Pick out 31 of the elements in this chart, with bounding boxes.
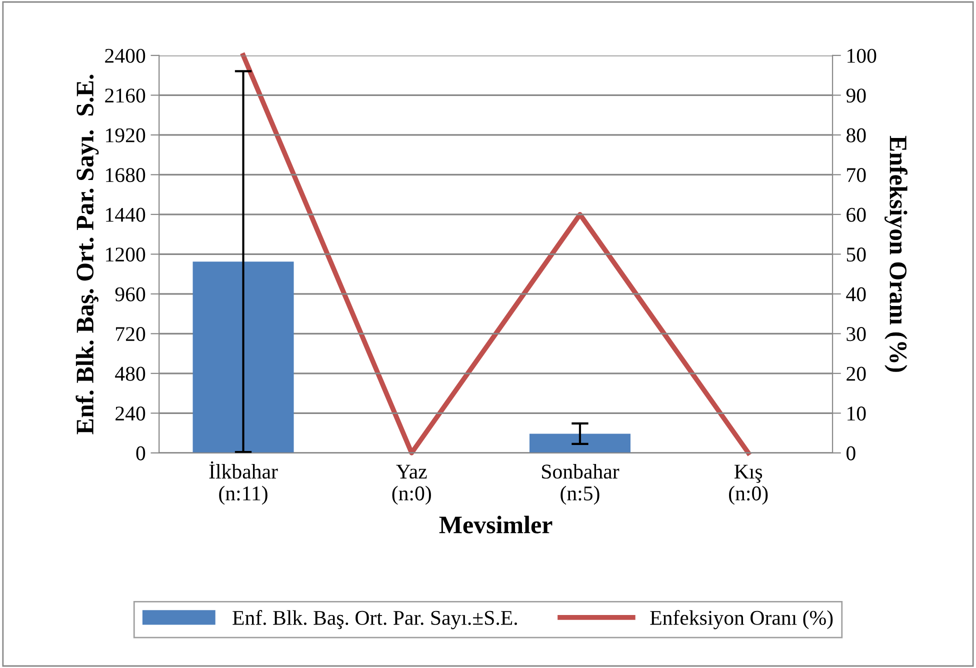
- y2-tick-label: 40: [846, 287, 866, 302]
- y-tick-label: 1440: [106, 208, 146, 222]
- y-tick-label: 0: [136, 446, 146, 460]
- y2-tick-label: 80: [846, 128, 866, 142]
- y2-tick-label: 10: [848, 406, 866, 421]
- x-tick-label: İlkbahar (n:11): [209, 461, 278, 505]
- legend-label: Enfeksiyon Oranı (%): [650, 610, 833, 630]
- x-tick-label: Yaz (n:0): [392, 464, 431, 505]
- y2-tick-label: 100: [848, 48, 876, 63]
- y2-tick-label: 70: [847, 168, 866, 182]
- y-tick-label: 720: [116, 327, 146, 342]
- y2-axis-title: Enfeksiyon Oranı (%): [884, 136, 908, 372]
- y2-tick-label: 90: [846, 88, 866, 103]
- legend-label: Enf. Blk. Baş. Ort. Par. Sayı.±S.E.: [232, 610, 517, 630]
- x-axis-title: Mevsimler: [439, 516, 552, 534]
- y-tick-label: 240: [116, 406, 146, 421]
- y2-tick-label: 50: [846, 248, 866, 262]
- x-tick-label: Kış (n:0): [729, 464, 768, 505]
- y2-tick-label: 30: [846, 327, 866, 342]
- y-tick-label: 480: [115, 366, 146, 381]
- y2-tick-label: 60: [846, 208, 866, 222]
- y2-tick-label: 20: [846, 366, 866, 381]
- y-tick-label: 960: [115, 287, 146, 302]
- y-axis-title: Enf. Blk. Baş. Ort. Par. Sayı. S.E.: [76, 74, 99, 434]
- y-tick-label: 2400: [105, 48, 146, 63]
- y-tick-label: 2160: [105, 88, 146, 103]
- x-tick-label: Sonbahar (n:5): [542, 464, 620, 505]
- y-tick-label: 1920: [106, 128, 146, 142]
- y-tick-label: 1680: [106, 168, 146, 182]
- y2-tick-label: 0: [846, 446, 856, 460]
- y-tick-label: 1200: [106, 248, 146, 262]
